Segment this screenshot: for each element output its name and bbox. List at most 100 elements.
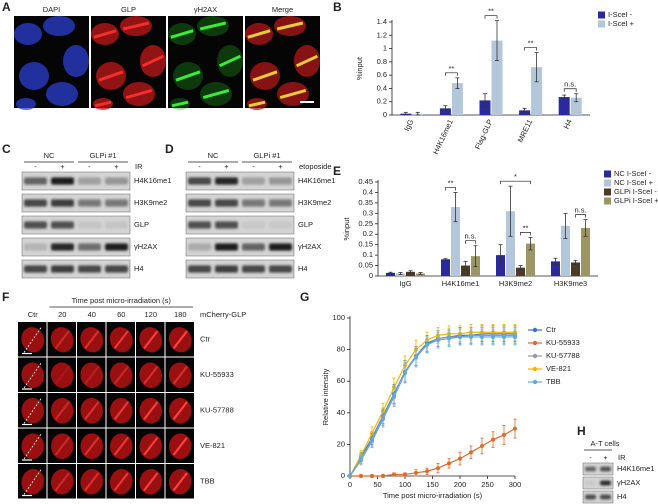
label: NC	[44, 151, 55, 160]
label: H4	[134, 264, 144, 273]
error-bar	[418, 272, 423, 275]
label: -	[198, 162, 201, 171]
bar	[558, 97, 570, 115]
label: γH2AX	[617, 478, 640, 487]
point	[381, 474, 385, 478]
label: H4	[617, 492, 627, 501]
legend-swatch	[604, 188, 611, 196]
bar	[406, 271, 415, 276]
x-tick-label: Flag-GLP	[473, 118, 495, 151]
laser-path	[23, 468, 42, 495]
point	[381, 415, 385, 420]
point	[480, 443, 484, 448]
significance-label: n.s.	[564, 80, 576, 89]
error-bar	[518, 265, 523, 271]
label: Ctr	[200, 335, 211, 344]
significance-bracket	[563, 88, 577, 92]
significance-label: n.s.	[464, 232, 476, 241]
band	[242, 177, 265, 185]
legend-swatch	[604, 179, 611, 187]
damage-stripe	[113, 401, 129, 421]
label: GLPi I-SceI +	[614, 196, 658, 205]
bar	[526, 243, 535, 276]
damage-stripe	[125, 88, 153, 100]
band	[188, 221, 211, 229]
label: Time post micro-irradiation (s)	[72, 296, 172, 305]
x-tick-label: H3K9me2	[499, 279, 532, 288]
label: KU-55933	[200, 370, 234, 379]
damage-stripe	[84, 365, 100, 385]
x-tick-label: 250	[481, 480, 494, 489]
damage-stripe	[84, 436, 100, 456]
x-tick-label: 100	[399, 480, 412, 489]
label: H3K9me2	[298, 198, 331, 207]
series-line	[349, 331, 515, 477]
point	[359, 456, 363, 461]
damage-stripe	[175, 70, 201, 82]
y-tick-label: 0	[341, 471, 345, 480]
significance-label: n.s.	[574, 206, 586, 215]
damage-stripe	[172, 472, 188, 492]
band	[585, 480, 596, 486]
band	[215, 243, 238, 251]
band	[215, 265, 238, 273]
point	[392, 393, 396, 398]
significance-bracket	[520, 232, 531, 236]
significance-bracket	[500, 180, 531, 185]
damage-stripe	[143, 436, 159, 456]
bar	[441, 259, 450, 276]
damage-stripe	[295, 54, 319, 68]
x-tick-label: IgG	[399, 279, 411, 288]
band	[51, 243, 74, 251]
y-axis-label: %input	[355, 56, 364, 80]
label: VE-821	[546, 364, 571, 373]
y-tick-label: 0.25	[358, 219, 373, 228]
damage-stripe	[84, 330, 100, 350]
significance-label: **	[448, 64, 454, 73]
label: γH2AX	[134, 242, 157, 251]
error-bar	[573, 259, 578, 265]
error-bar	[553, 257, 558, 265]
y-tick-label: 0.4	[377, 83, 387, 92]
point	[392, 472, 396, 477]
label: +	[603, 453, 608, 462]
damage-stripe	[279, 88, 307, 100]
nucleus	[109, 362, 133, 388]
band	[269, 243, 292, 251]
damage-stripe	[247, 29, 271, 39]
significance-bracket	[484, 15, 498, 19]
label: GLP	[121, 5, 136, 14]
point	[425, 342, 429, 347]
nucleus	[14, 23, 42, 45]
point	[436, 338, 440, 343]
error-bar	[455, 77, 460, 89]
band	[242, 221, 265, 229]
label: γH2AX	[298, 242, 321, 251]
point	[491, 437, 495, 442]
band	[242, 199, 265, 207]
band	[24, 265, 47, 273]
bar	[451, 83, 463, 115]
legend-swatch	[532, 340, 538, 346]
nucleus	[63, 45, 89, 77]
error-bar	[453, 192, 458, 223]
error-bar	[583, 219, 588, 237]
label: H4	[298, 264, 308, 273]
label: +	[224, 162, 229, 171]
band	[215, 221, 238, 229]
label: 60	[117, 310, 125, 319]
label: KU-57788	[546, 351, 580, 360]
significance-bracket	[445, 72, 458, 76]
band	[269, 177, 292, 185]
blot-strip	[21, 193, 131, 213]
bar	[461, 265, 470, 276]
point	[348, 474, 352, 478]
label: -	[589, 453, 592, 462]
band	[24, 199, 47, 207]
series-line	[349, 334, 515, 477]
damage-stripe	[143, 365, 159, 385]
significance-label: **	[523, 223, 529, 232]
band	[105, 221, 128, 229]
series-line	[349, 336, 515, 477]
error-bar	[508, 185, 513, 237]
